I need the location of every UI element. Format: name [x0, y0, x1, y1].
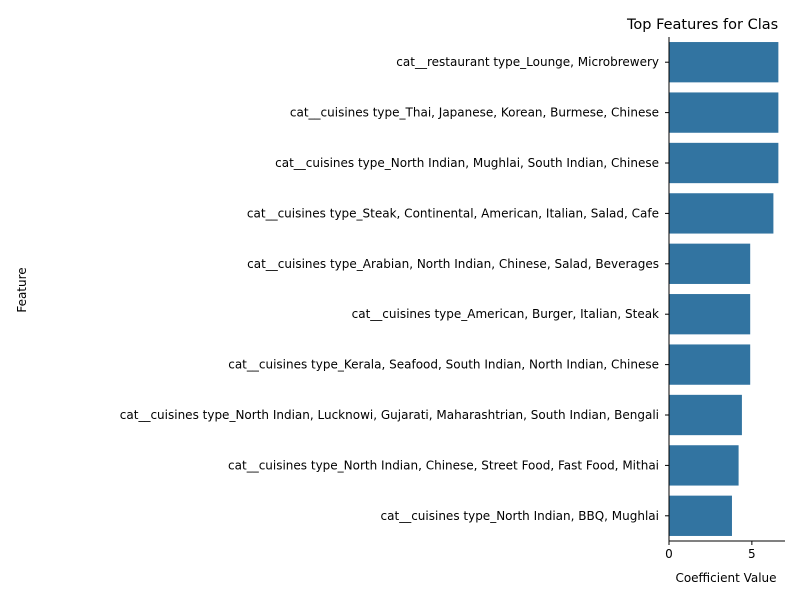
- bars-layer: [669, 42, 779, 536]
- bar: [669, 243, 751, 284]
- y-tick-label: cat__cuisines type_Steak, Continental, A…: [247, 206, 659, 220]
- x-tick-label: 0: [665, 547, 673, 561]
- bar: [669, 344, 751, 385]
- axes-layer: [668, 37, 785, 542]
- bar: [669, 294, 751, 335]
- y-tick-label: cat__cuisines type_American, Burger, Ita…: [352, 307, 659, 321]
- x-tick-label: 5: [748, 547, 756, 561]
- y-axis-label: Feature: [15, 267, 29, 312]
- y-tick-label: cat__cuisines type_North Indian, Chinese…: [228, 458, 659, 472]
- y-tick-label: cat__cuisines type_Kerala, Seafood, Sout…: [228, 358, 659, 372]
- bar: [669, 394, 742, 436]
- chart-title: Top Features for Clas: [626, 17, 778, 33]
- y-tick-label: cat__cuisines type_Arabian, North Indian…: [247, 257, 659, 271]
- y-tick-label: cat__cuisines type_Thai, Japanese, Korea…: [290, 106, 659, 120]
- bar: [669, 193, 774, 234]
- y-tick-label: cat__cuisines type_North Indian, Mughlai…: [275, 156, 659, 170]
- y-ticks-layer: cat__restaurant type_Lounge, Microbrewer…: [120, 55, 669, 523]
- bar: [669, 142, 779, 184]
- x-axis-label: Coefficient Value: [675, 571, 776, 585]
- bar: [669, 495, 732, 536]
- bar: [669, 42, 779, 83]
- y-tick-label: cat__cuisines type_North Indian, BBQ, Mu…: [381, 509, 659, 523]
- y-tick-label: cat__restaurant type_Lounge, Microbrewer…: [396, 55, 659, 69]
- bar: [669, 92, 779, 133]
- y-tick-label: cat__cuisines type_North Indian, Lucknow…: [120, 408, 659, 422]
- bar: [669, 445, 739, 486]
